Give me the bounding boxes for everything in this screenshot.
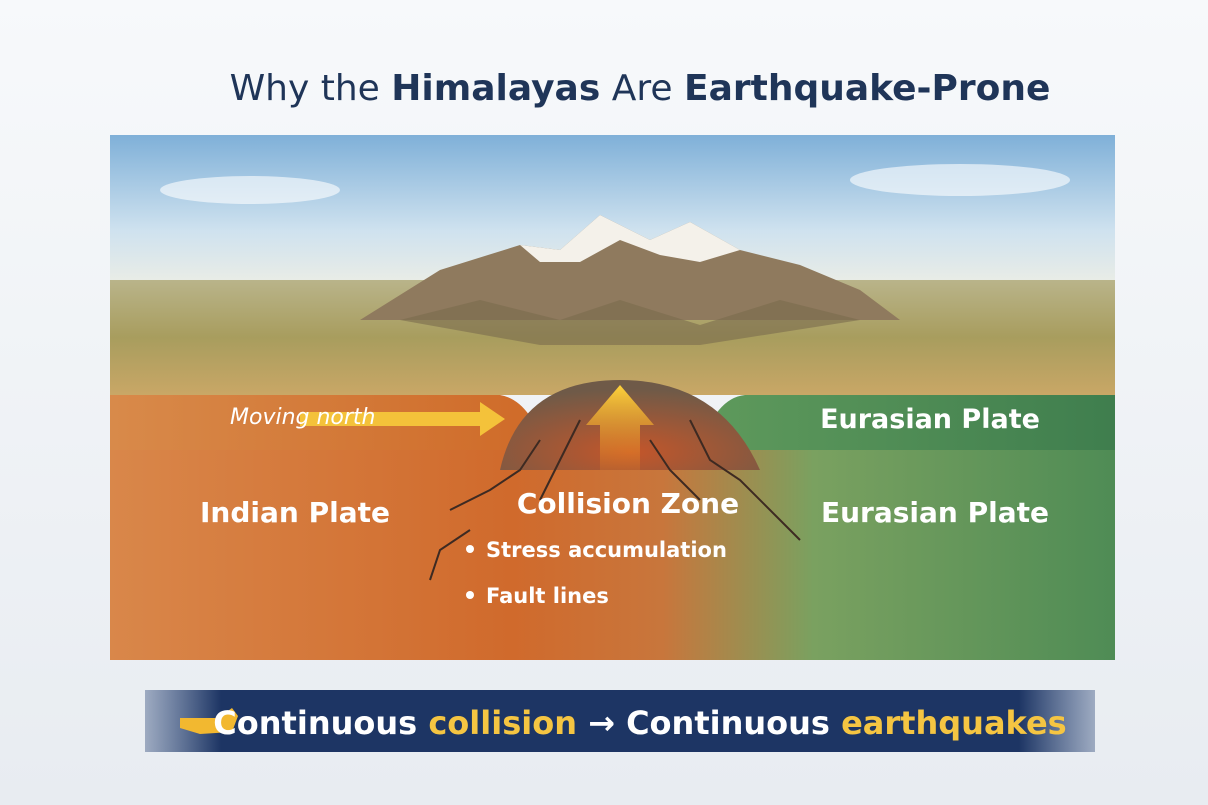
banner-part: earthquakes (841, 704, 1067, 742)
title: Why the Himalayas Are Earthquake-Prone (230, 68, 1051, 109)
plate-label: Eurasian Plate (821, 496, 1049, 529)
zone-label: Collision Zone (517, 487, 739, 520)
banner-part: collision (428, 704, 577, 742)
title-part: Earthquake-Prone (684, 68, 1050, 109)
cloud (160, 176, 340, 204)
moving-label: Moving north (230, 405, 376, 430)
title-part: Why the (230, 68, 380, 109)
arrow: → (588, 704, 615, 742)
bullet-text: Stress accumulation (486, 538, 727, 562)
banner-text: Continuous collision → Continuous earthq… (213, 704, 1066, 742)
cloud (850, 164, 1070, 196)
plate-label: Indian Plate (200, 496, 390, 529)
banner-part: Continuous (213, 704, 417, 742)
diagram: Why the Himalayas Are Earthquake-Prone M… (0, 0, 1208, 805)
bullet (466, 545, 474, 553)
plate-label: Eurasian Plate (820, 404, 1040, 435)
bullet (466, 591, 474, 599)
illustration: Moving north Eurasian Plate Indian Plate… (110, 135, 1115, 660)
bullet-text: Fault lines (486, 584, 609, 608)
title-part: Are (612, 68, 673, 109)
title-part: Himalayas (391, 68, 600, 109)
banner-part: Continuous (626, 704, 830, 742)
